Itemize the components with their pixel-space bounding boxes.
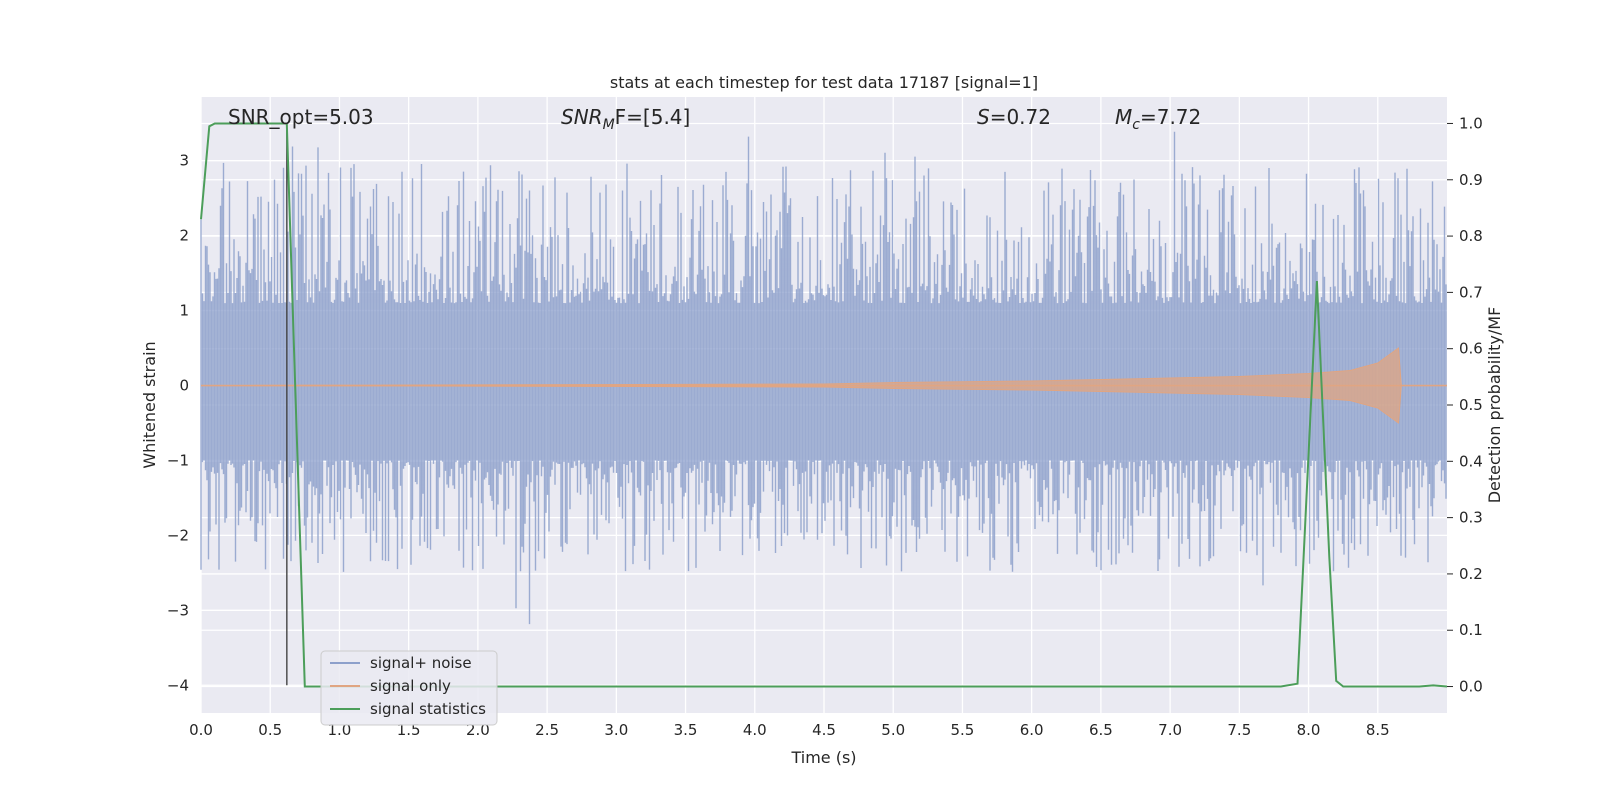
y-right-tick-label: 0.8 <box>1459 227 1483 245</box>
x-tick-label: 0.5 <box>258 721 282 739</box>
x-tick-label: 8.0 <box>1297 721 1321 739</box>
x-axis-label: Time (s) <box>790 748 856 767</box>
annotation-mc-val: =7.72 <box>1140 105 1201 129</box>
y-axis-left-label: Whitened strain <box>140 341 159 468</box>
y-axis-right-ticks: 1.0 0.9 0.8 0.7 0.6 0.5 0.4 0.3 0.2 0.1 0.0 <box>1447 114 1483 696</box>
y-right-tick-label: 0.4 <box>1459 452 1483 470</box>
x-tick-label: 3.0 <box>604 721 628 739</box>
y-left-tick-label: 0 <box>179 377 189 395</box>
y-right-tick-label: 0.0 <box>1459 678 1483 696</box>
y-right-tick-label: 0.2 <box>1459 565 1483 583</box>
x-tick-label: 8.5 <box>1366 721 1390 739</box>
legend-label-signal: signal only <box>370 677 451 695</box>
y-right-tick-label: 1.0 <box>1459 114 1483 132</box>
annotation-mc-var: M <box>1115 105 1132 129</box>
y-right-tick-label: 0.5 <box>1459 396 1483 414</box>
y-right-tick-label: 0.1 <box>1459 621 1483 639</box>
x-tick-label: 2.5 <box>535 721 559 739</box>
y-right-tick-label: 0.7 <box>1459 283 1483 301</box>
y-left-tick-label: 1 <box>179 302 189 320</box>
y-right-tick-label: 0.6 <box>1459 340 1483 358</box>
y-right-tick-label: 0.9 <box>1459 171 1483 189</box>
annotation-snr-opt: SNR_opt=5.03 <box>228 105 374 129</box>
annotation-snr-mf-main: SNR <box>561 105 603 129</box>
y-left-tick-label: 3 <box>179 152 189 170</box>
y-axis-right-label: Detection probability/MF <box>1485 307 1504 504</box>
annotation-snr-mf-sub: M <box>603 117 615 133</box>
legend-label-noise: signal+ noise <box>370 654 472 672</box>
legend-box <box>320 650 498 726</box>
x-tick-label: 5.0 <box>881 721 905 739</box>
y-left-tick-label: −3 <box>167 601 189 619</box>
annotation-s-var: S <box>977 105 990 129</box>
x-tick-label: 7.5 <box>1227 721 1251 739</box>
y-left-tick-label: −4 <box>167 676 189 694</box>
annotation-snr-mf: SNRMF=[5.4] <box>561 105 690 133</box>
annotation-mc-sub: c <box>1132 117 1140 133</box>
x-tick-label: 7.0 <box>1158 721 1182 739</box>
chart-title: stats at each timestep for test data 171… <box>610 73 1038 92</box>
y-left-tick-label: −2 <box>167 526 189 544</box>
annotation-s: S=0.72 <box>977 105 1051 129</box>
y-left-tick-label: 2 <box>179 227 189 245</box>
annotation-s-val: =0.72 <box>990 105 1051 129</box>
y-axis-left-ticks: 3 2 1 0 −1 −2 −3 −4 <box>167 152 189 695</box>
x-tick-label: 4.0 <box>743 721 767 739</box>
series-signal-statistics <box>200 122 1448 688</box>
x-tick-label: 6.5 <box>1089 721 1113 739</box>
legend-label-stat: signal statistics <box>370 700 486 718</box>
x-tick-label: 3.5 <box>674 721 698 739</box>
annotation-snr-mf-tail: F=[5.4] <box>615 105 691 129</box>
x-tick-label: 0.0 <box>189 721 213 739</box>
annotation-mc: Mc=7.72 <box>1115 105 1201 133</box>
y-left-tick-label: −1 <box>167 451 189 469</box>
x-tick-label: 6.0 <box>1020 721 1044 739</box>
y-right-tick-label: 0.3 <box>1459 509 1483 527</box>
legend: signal+ noise signal only signal statist… <box>320 650 498 726</box>
x-tick-label: 5.5 <box>951 721 975 739</box>
x-axis-ticks: 0.0 0.5 1.0 1.5 2.0 2.5 3.0 3.5 4.0 4.5 5.0 5.5 6.0 6… <box>189 721 1390 739</box>
x-tick-label: 4.5 <box>812 721 836 739</box>
